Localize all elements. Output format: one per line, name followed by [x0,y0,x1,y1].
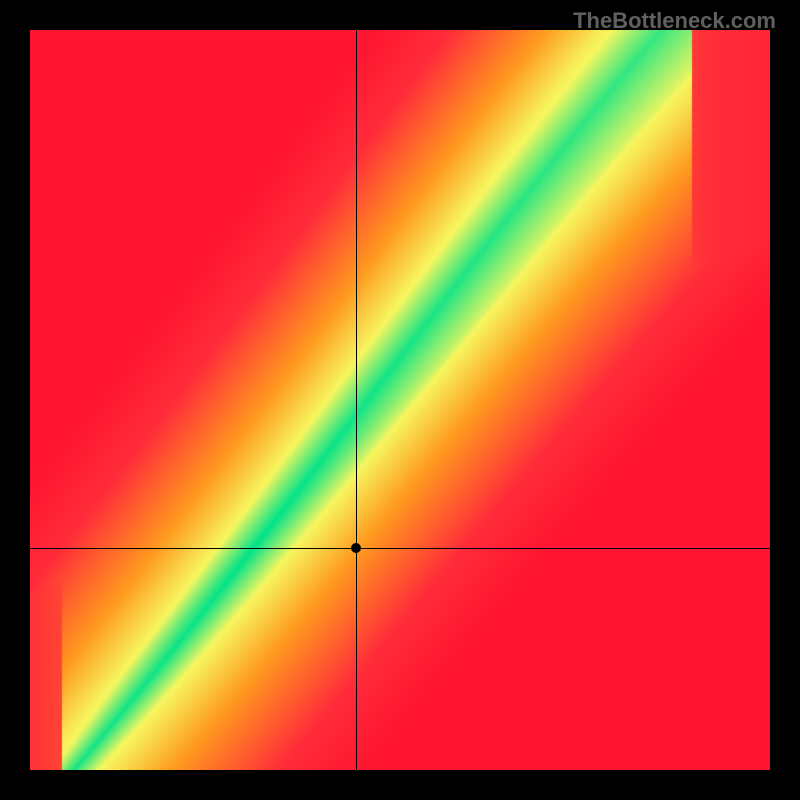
heatmap-canvas [30,30,770,770]
watermark-text: TheBottleneck.com [573,8,776,34]
selected-point [351,543,361,553]
crosshair-horizontal [30,548,770,549]
crosshair-vertical [356,30,357,770]
heatmap-plot [30,30,770,770]
